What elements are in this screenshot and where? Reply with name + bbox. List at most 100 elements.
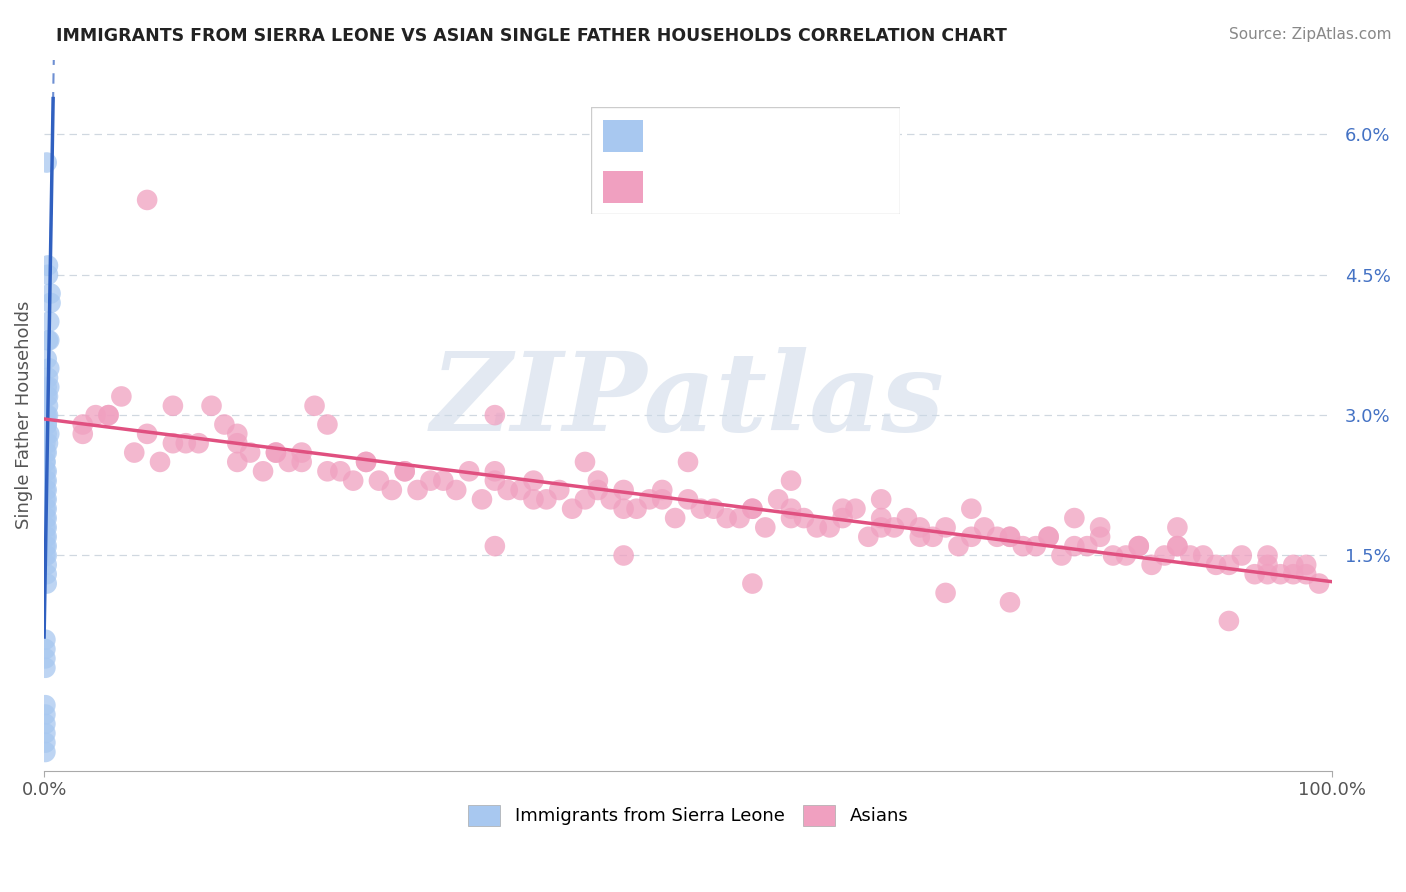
Point (37, 333, 59, 347)
Point (35, 380, 58, 394)
Point (754, 520, 776, 534)
Point (998, 530, 1021, 544)
Point (896, 511, 918, 525)
Point (986, 530, 1008, 544)
Point (34, 436, 56, 450)
Point (471, 492, 494, 507)
Point (35, 549, 58, 563)
Point (1038, 530, 1060, 544)
Point (935, 586, 957, 600)
Point (38, 426, 60, 441)
Point (831, 511, 853, 525)
Point (793, 511, 815, 525)
Point (38, 333, 60, 347)
Point (34, 539, 56, 553)
Point (1102, 549, 1125, 563)
Point (703, 501, 725, 516)
Point (780, 501, 803, 516)
Point (484, 408, 506, 422)
Point (39, 296, 62, 310)
Point (34, 661, 56, 675)
Point (574, 492, 596, 507)
Point (35, 351, 58, 366)
Point (1308, 576, 1330, 591)
Point (264, 445, 287, 459)
Point (1218, 614, 1240, 628)
Point (561, 501, 583, 516)
Text: IMMIGRANTS FROM SIERRA LEONE VS ASIAN SINGLE FATHER HOUSEHOLDS CORRELATION CHART: IMMIGRANTS FROM SIERRA LEONE VS ASIAN SI… (56, 27, 1007, 45)
Point (252, 464, 274, 478)
Point (35, 492, 58, 507)
Point (1140, 558, 1163, 572)
Point (1088, 520, 1111, 534)
Point (38, 361, 60, 376)
Text: ZIPatlas: ZIPatlas (432, 347, 945, 455)
Point (84, 408, 107, 422)
Point (522, 474, 544, 488)
Point (1270, 567, 1292, 582)
Point (1205, 558, 1227, 572)
Point (522, 492, 544, 507)
Point (1128, 539, 1150, 553)
Point (214, 417, 236, 432)
Point (831, 501, 853, 516)
Point (741, 576, 763, 591)
Text: Source: ZipAtlas.com: Source: ZipAtlas.com (1229, 27, 1392, 42)
Bar (603, 120, 643, 152)
Point (1038, 530, 1060, 544)
Point (122, 445, 145, 459)
Point (34, 736, 56, 750)
Point (1063, 539, 1085, 553)
Point (484, 464, 506, 478)
Point (1166, 520, 1188, 534)
Point (136, 193, 159, 207)
Point (35, 520, 58, 534)
Point (766, 492, 789, 507)
Text: R =  0.330    N=  62: R = 0.330 N= 62 (658, 127, 859, 145)
Point (226, 436, 249, 450)
Point (870, 492, 893, 507)
Point (638, 492, 661, 507)
Point (37, 399, 59, 413)
Point (37, 370, 59, 384)
Point (741, 501, 763, 516)
Point (34, 530, 56, 544)
Point (200, 399, 222, 413)
Point (35, 576, 58, 591)
Point (35, 155, 58, 169)
Point (858, 530, 880, 544)
Point (34, 549, 56, 563)
Point (34, 520, 56, 534)
Point (1243, 567, 1265, 582)
Point (780, 474, 803, 488)
Point (72, 426, 94, 441)
Point (1088, 530, 1111, 544)
Point (716, 511, 738, 525)
Point (37, 408, 59, 422)
Point (1218, 558, 1240, 572)
Point (651, 492, 673, 507)
Point (780, 511, 803, 525)
Point (613, 549, 636, 563)
Point (883, 520, 905, 534)
Point (998, 595, 1021, 609)
Point (35, 539, 58, 553)
Point (37, 389, 59, 403)
Point (1257, 549, 1279, 563)
Point (960, 501, 983, 516)
Point (973, 520, 995, 534)
Point (162, 436, 184, 450)
Point (35, 417, 58, 432)
Point (1282, 558, 1305, 572)
Point (97, 408, 120, 422)
FancyBboxPatch shape (591, 107, 900, 214)
Point (1025, 539, 1047, 553)
Point (35, 501, 58, 516)
Point (741, 501, 763, 516)
Point (419, 474, 441, 488)
Point (1295, 567, 1317, 582)
Point (34, 455, 56, 469)
Point (342, 474, 364, 488)
Point (35, 408, 58, 422)
Point (34, 642, 56, 657)
